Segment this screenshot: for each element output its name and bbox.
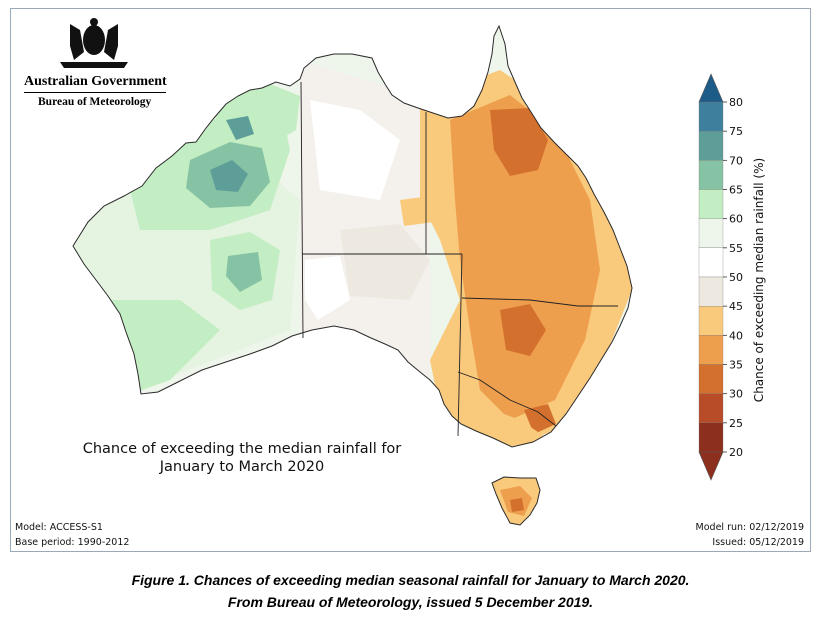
figure-caption-line-2: From Bureau of Meteorology, issued 5 Dec… xyxy=(227,594,594,610)
colorbar-band xyxy=(698,393,724,423)
colorbar-band xyxy=(698,335,724,365)
colorbar-tick-label: 60 xyxy=(729,213,743,226)
map-title-line-2: January to March 2020 xyxy=(159,459,325,475)
colorbar-tick-label: 70 xyxy=(729,154,743,167)
colorbar-tick-label: 25 xyxy=(729,417,743,430)
colorbar: 80 75 70 65 60 55 50 45 40 35 30 25 20 xyxy=(698,73,743,481)
model-name: Model: ACCESS-S1 xyxy=(15,522,103,533)
colorbar-band xyxy=(698,422,724,453)
header-divider xyxy=(24,92,166,93)
colorbar-tick-label: 20 xyxy=(729,446,743,459)
colorbar-band xyxy=(698,160,724,190)
colorbar-tick-label: 50 xyxy=(729,271,743,284)
model-run-date: Model run: 02/12/2019 xyxy=(695,522,804,533)
coat-of-arms-emblem xyxy=(60,18,128,68)
map-title: Chance of exceeding the median rainfall … xyxy=(52,440,432,476)
colorbar-band xyxy=(698,306,724,336)
colorbar-tick-label: 45 xyxy=(729,300,743,313)
colorbar-band xyxy=(698,218,724,248)
colorbar-band xyxy=(698,131,724,161)
colorbar-tick-label: 55 xyxy=(729,242,743,255)
colorbar-tick-label: 40 xyxy=(729,329,743,342)
base-period: Base period: 1990-2012 xyxy=(15,537,130,548)
colorbar-tick-label: 65 xyxy=(729,184,743,197)
colorbar-band xyxy=(698,364,724,394)
colorbar-band xyxy=(698,189,724,219)
colorbar-arrow-top xyxy=(698,73,724,103)
agency-name: Australian Government xyxy=(24,74,167,89)
state-borders xyxy=(300,81,618,437)
colorbar-tick-label: 75 xyxy=(729,125,743,138)
colorbar-tick-label: 35 xyxy=(729,359,743,372)
colorbar-tick-label: 80 xyxy=(729,96,743,109)
colorbar-label: Chance of exceeding median rainfall (%) xyxy=(752,158,766,402)
figure-caption-line-1: Figure 1. Chances of exceeding median se… xyxy=(131,572,690,588)
map-title-line-1: Chance of exceeding the median rainfall … xyxy=(82,441,402,457)
colorbar-tick-label: 30 xyxy=(729,388,743,401)
tasmania xyxy=(491,476,541,526)
colorbar-arrow-bottom xyxy=(698,451,724,481)
colorbar-band xyxy=(698,247,724,278)
colorbar-band xyxy=(698,276,724,307)
issued-date: Issued: 05/12/2019 xyxy=(712,537,804,548)
colorbar-band xyxy=(698,101,724,132)
bureau-name: Bureau of Meteorology xyxy=(38,96,152,108)
